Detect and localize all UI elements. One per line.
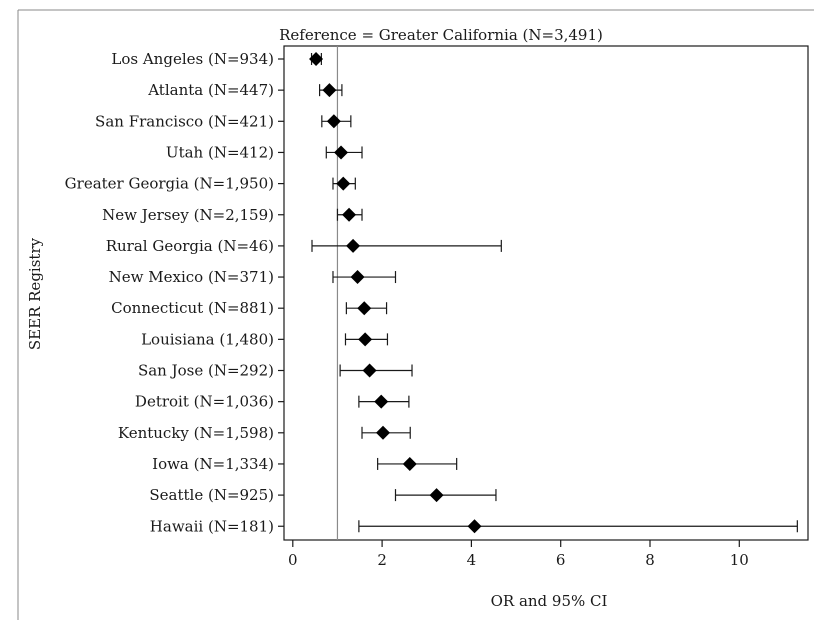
x-tick-label: 8 [645, 551, 655, 569]
y-axis-title: SEER Registry [26, 237, 44, 350]
registry-label: Los Angeles (N=934) [111, 50, 274, 68]
registry-label: Rural Georgia (N=46) [106, 237, 274, 255]
registry-label: Greater Georgia (N=1,950) [65, 175, 274, 193]
or-diamond-marker [334, 145, 349, 160]
or-diamond-marker [322, 83, 337, 98]
or-diamond-marker [336, 176, 351, 191]
or-diamond-marker [374, 394, 389, 409]
or-diamond-marker [402, 456, 417, 471]
registry-label: Atlanta (N=447) [147, 81, 274, 99]
x-axis-title: OR and 95% CI [491, 592, 608, 610]
registry-label: New Mexico (N=371) [109, 268, 274, 286]
x-tick-label: 2 [377, 551, 387, 569]
registry-label: Iowa (N=1,334) [152, 455, 274, 473]
or-diamond-marker [375, 425, 390, 440]
or-diamond-marker [429, 488, 444, 503]
plot-frame [283, 45, 809, 541]
registry-label: San Jose (N=292) [138, 362, 274, 380]
chart-title: Reference = Greater California (N=3,491) [279, 26, 603, 44]
registry-label: Kentucky (N=1,598) [118, 424, 274, 442]
or-diamond-marker [467, 519, 482, 534]
registry-label: San Francisco (N=421) [95, 112, 274, 130]
or-diamond-marker [342, 207, 357, 222]
or-diamond-marker [326, 114, 341, 129]
registry-label: Hawaii (N=181) [150, 517, 274, 535]
or-diamond-marker [358, 332, 373, 347]
or-diamond-marker [346, 238, 361, 253]
x-tick-label: 0 [288, 551, 298, 569]
registry-label: Detroit (N=1,036) [135, 393, 274, 411]
or-diamond-marker [309, 52, 324, 66]
or-diamond-marker [357, 301, 372, 316]
registry-label: New Jersey (N=2,159) [102, 206, 274, 224]
x-tick-label: 10 [730, 551, 749, 569]
registry-label: Louisiana (1,480) [141, 330, 274, 348]
or-diamond-marker [362, 363, 377, 378]
x-tick-label: 6 [556, 551, 566, 569]
registry-label: Connecticut (N=881) [111, 299, 274, 317]
registry-label: Seattle (N=925) [149, 486, 274, 504]
chart-marks: 0 2 4 6 8 10 Los Angeles (N=934) Atlanta (N=447… [65, 46, 798, 569]
x-tick-label: 4 [467, 551, 477, 569]
registry-label: Utah (N=412) [166, 143, 274, 161]
or-diamond-marker [350, 270, 365, 285]
